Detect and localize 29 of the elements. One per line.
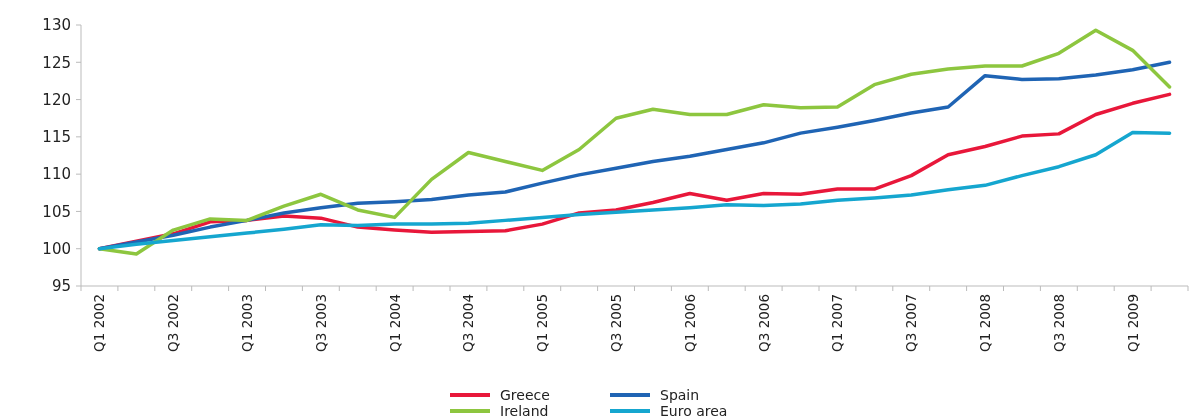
x-tick-label: Q3 2006 [755,294,772,352]
legend-label: Euro area [660,402,728,419]
legend-label: Ireland [500,402,549,419]
y-tick-label: 110 [42,165,71,184]
y-tick-label: 105 [42,202,71,221]
y-tick-label: 95 [51,277,71,296]
x-tick-label: Q3 2002 [165,294,182,352]
line-series [97,130,1172,251]
x-tick-label: Q1 2007 [829,294,846,352]
legend-label: Greece [500,386,550,403]
y-tick-label: 120 [42,90,71,109]
line-series [97,28,1172,256]
x-tick-label: Q1 2002 [91,294,108,352]
x-tick-label: Q1 2006 [681,294,698,352]
x-tick-label: Q3 2003 [312,294,329,352]
x-tick-label: Q3 2007 [903,294,920,352]
y-tick-label: 125 [42,53,71,72]
x-tick-label: Q3 2008 [1050,294,1067,352]
y-tick-label: 130 [42,16,71,35]
x-tick-label: Q1 2004 [386,294,403,352]
x-tick-label: Q1 2008 [977,294,994,352]
x-tick-label: Q1 2009 [1124,294,1141,352]
x-tick-label: Q1 2005 [534,294,551,352]
x-tick-label: Q1 2003 [239,294,256,352]
y-tick-label: 100 [42,239,71,258]
legend-label: Spain [660,386,700,403]
y-tick-label: 115 [42,128,71,147]
x-tick-label: Q3 2005 [608,294,625,352]
x-tick-label: Q3 2004 [460,294,477,352]
